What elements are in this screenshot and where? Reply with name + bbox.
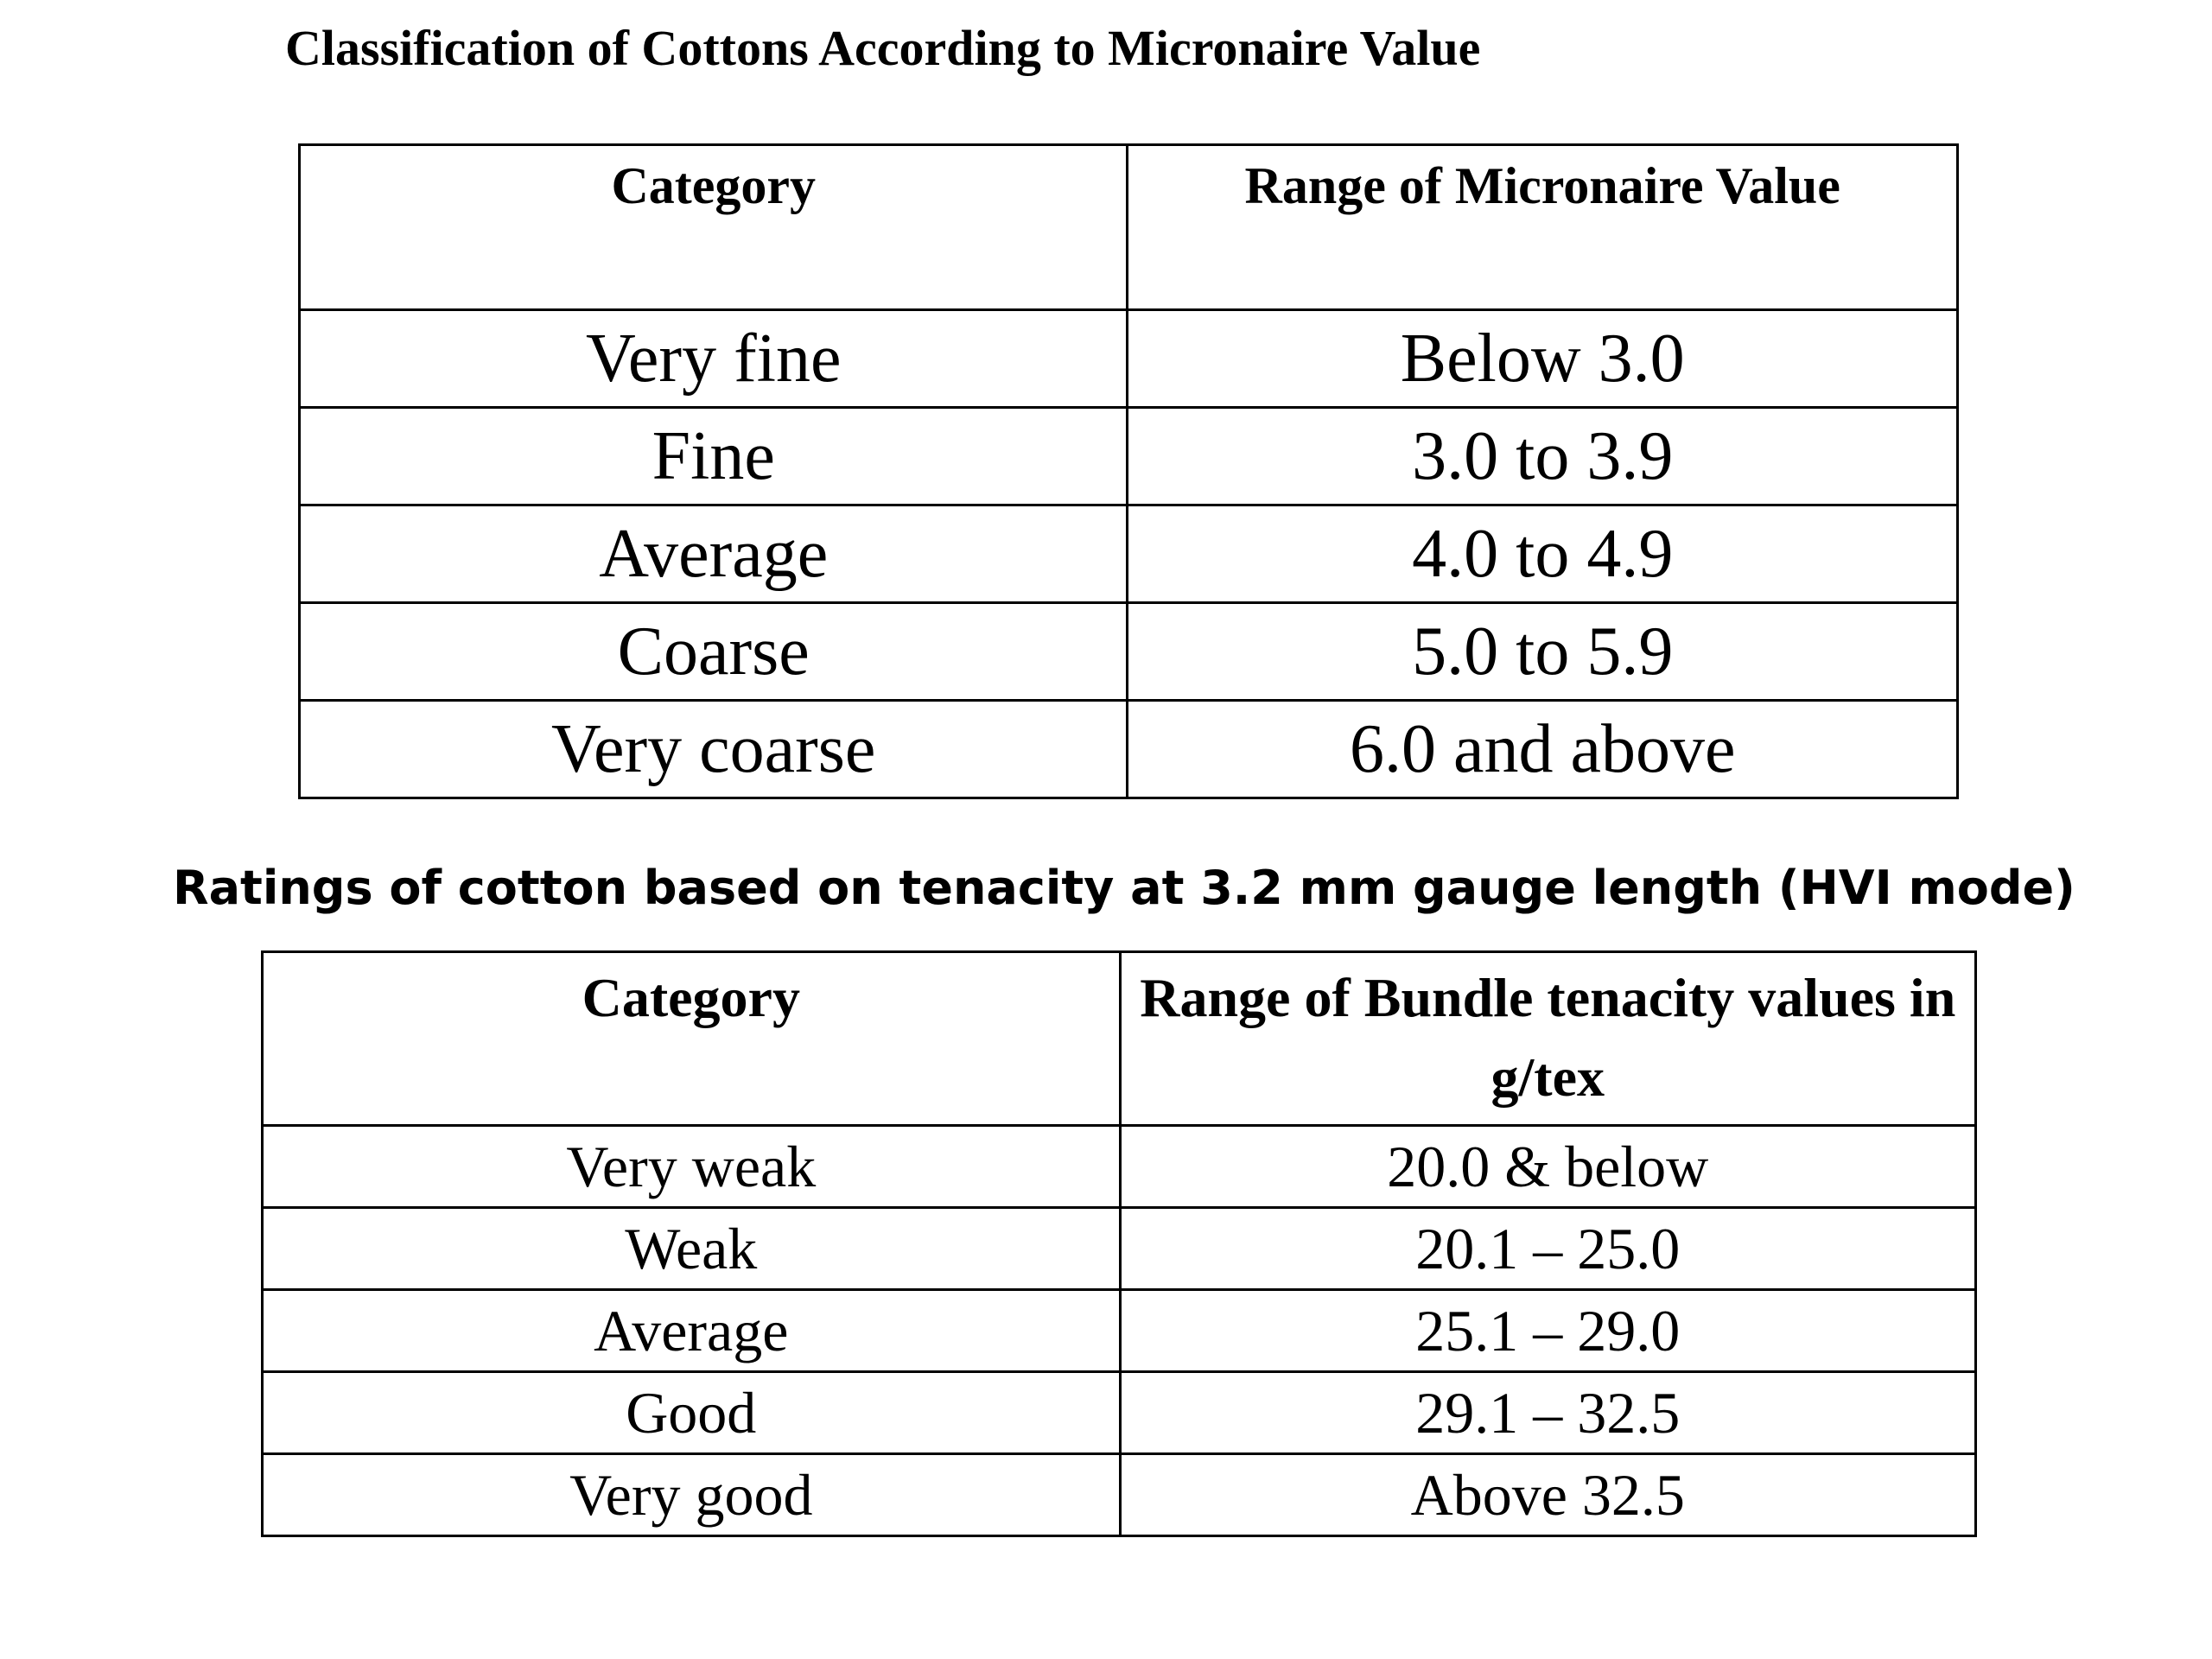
table-row: Very fine Below 3.0 — [297, 308, 1959, 409]
range-cell: 25.1 – 29.0 — [1118, 1288, 1978, 1373]
category-cell: Coarse — [297, 601, 1129, 702]
range-cell: 3.0 to 3.9 — [1126, 406, 1959, 506]
table-row: Very weak 20.0 & below — [261, 1124, 1978, 1209]
table-row: Weak 20.1 – 25.0 — [261, 1206, 1978, 1291]
category-cell: Fine — [297, 406, 1129, 506]
table-row: Coarse 5.0 to 5.9 — [297, 601, 1959, 702]
range-cell: Above 32.5 — [1118, 1452, 1978, 1537]
range-cell: 6.0 and above — [1126, 699, 1959, 799]
table-row: Average 4.0 to 4.9 — [297, 504, 1959, 604]
category-cell: Very coarse — [297, 699, 1129, 799]
range-cell: 29.1 – 32.5 — [1118, 1370, 1978, 1455]
table-row: Very good Above 32.5 — [261, 1452, 1978, 1537]
table-header-row: Category Range of Micronaire Value — [297, 143, 1959, 311]
column-header-range: Range of Micronaire Value — [1126, 143, 1959, 311]
range-cell: 5.0 to 5.9 — [1126, 601, 1959, 702]
micronaire-table-title: Classification of Cottons According to M… — [285, 20, 1481, 76]
range-cell: 20.0 & below — [1118, 1124, 1978, 1209]
column-header-category: Category — [261, 950, 1122, 1127]
category-cell: Very weak — [261, 1124, 1122, 1209]
table-row: Good 29.1 – 32.5 — [261, 1370, 1978, 1455]
table-row: Average 25.1 – 29.0 — [261, 1288, 1978, 1373]
category-cell: Very good — [261, 1452, 1122, 1537]
tenacity-table: Category Range of Bundle tenacity values… — [261, 950, 1978, 1537]
column-header-category: Category — [297, 143, 1129, 311]
table-header-row: Category Range of Bundle tenacity values… — [261, 950, 1978, 1127]
category-cell: Very fine — [297, 308, 1129, 409]
category-cell: Average — [297, 504, 1129, 604]
table-row: Very coarse 6.0 and above — [297, 699, 1959, 799]
category-cell: Average — [261, 1288, 1122, 1373]
range-cell: Below 3.0 — [1126, 308, 1959, 409]
range-cell: 4.0 to 4.9 — [1126, 504, 1959, 604]
tenacity-table-title: Ratings of cotton based on tenacity at 3… — [173, 861, 2075, 915]
range-cell: 20.1 – 25.0 — [1118, 1206, 1978, 1291]
category-cell: Good — [261, 1370, 1122, 1455]
column-header-range: Range of Bundle tenacity values in g/tex — [1118, 950, 1978, 1127]
micronaire-table: Category Range of Micronaire Value Very … — [297, 143, 1959, 799]
table-row: Fine 3.0 to 3.9 — [297, 406, 1959, 506]
category-cell: Weak — [261, 1206, 1122, 1291]
